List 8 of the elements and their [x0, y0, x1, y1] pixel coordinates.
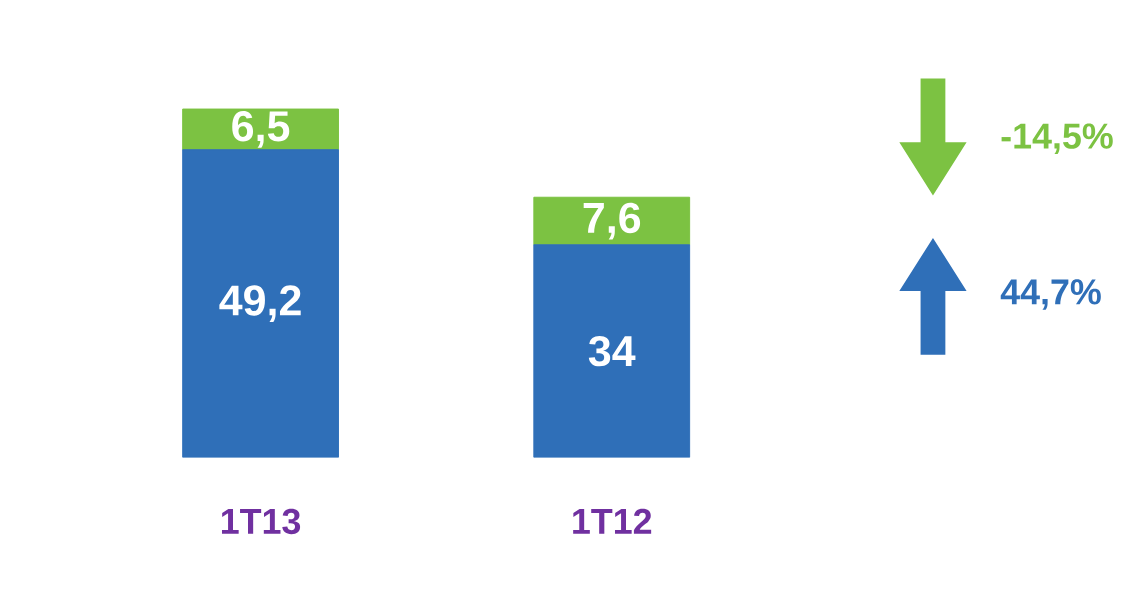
x-tick-label: 1T12: [573, 508, 652, 534]
data-label: 49,2: [219, 285, 301, 322]
text: 44,7%: [1000, 279, 1101, 310]
data-label: 34: [588, 335, 636, 367]
x-tick-label: 1T13: [221, 508, 301, 535]
data-label: 7,6: [583, 202, 641, 240]
data-label: 6,5: [232, 111, 290, 148]
text: -14,5%: [1001, 123, 1113, 155]
